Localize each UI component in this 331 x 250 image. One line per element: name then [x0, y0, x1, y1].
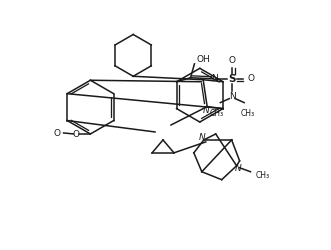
Text: N: N — [211, 74, 218, 83]
Text: N: N — [229, 92, 236, 101]
Text: CH₃: CH₃ — [241, 108, 255, 117]
Text: O: O — [229, 56, 236, 65]
Text: S: S — [228, 74, 236, 84]
Text: CH₃: CH₃ — [256, 170, 270, 179]
Text: CH₃: CH₃ — [209, 108, 223, 117]
Text: OH: OH — [196, 55, 210, 64]
Text: N: N — [235, 164, 242, 172]
Text: N: N — [203, 106, 210, 114]
Text: O: O — [248, 74, 255, 83]
Text: N: N — [198, 133, 205, 142]
Text: O: O — [54, 129, 61, 138]
Text: O: O — [73, 130, 80, 139]
